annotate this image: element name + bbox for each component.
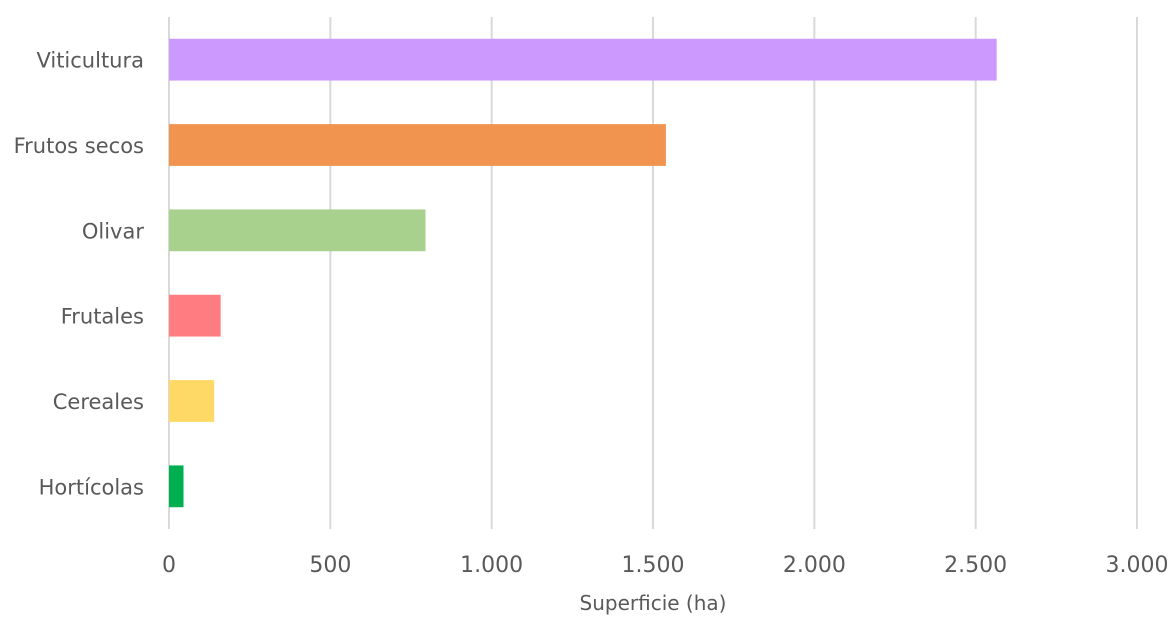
x-axis-title: Superficie (ha) bbox=[580, 591, 727, 615]
bar bbox=[169, 465, 184, 508]
x-tick-label: 2.000 bbox=[783, 553, 846, 578]
category-label: Hortícolas bbox=[39, 475, 144, 499]
x-tick-label: 0 bbox=[162, 553, 176, 578]
category-label: Olivar bbox=[82, 219, 144, 243]
category-label: Frutales bbox=[61, 305, 144, 329]
x-tick-label: 1.000 bbox=[460, 553, 523, 578]
bar bbox=[169, 209, 426, 252]
category-label: Viticultura bbox=[36, 49, 144, 73]
x-tick-label: 1.500 bbox=[622, 553, 685, 578]
bar bbox=[169, 380, 215, 422]
x-tick-label: 500 bbox=[309, 553, 351, 578]
x-tick-label: 3.000 bbox=[1106, 553, 1169, 578]
x-tick-label: 2.500 bbox=[944, 553, 1007, 578]
bar bbox=[169, 124, 666, 166]
category-label: Cereales bbox=[53, 390, 144, 414]
category-label: Frutos secos bbox=[14, 134, 144, 158]
bars bbox=[169, 38, 997, 508]
bar bbox=[169, 294, 221, 337]
gridlines bbox=[168, 17, 1138, 529]
x-tick-labels: 0 500 1.000 1.500 2.000 2.500 3.000 bbox=[162, 553, 1168, 578]
category-labels: Viticultura Frutos secos Olivar Frutales Cer… bbox=[14, 49, 145, 500]
bar bbox=[169, 38, 997, 81]
